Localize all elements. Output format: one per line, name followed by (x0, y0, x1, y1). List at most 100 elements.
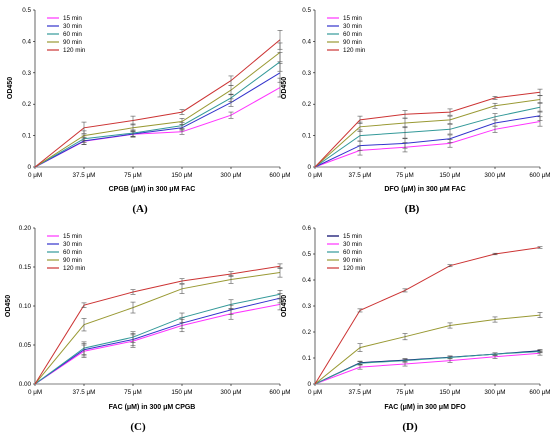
y-tick-label: 0.20 (19, 225, 32, 232)
x-tick-label: 150 μM (171, 172, 192, 179)
error-bar (81, 302, 87, 308)
legend-label: 15 min (343, 233, 362, 240)
y-tick-label: 0.15 (19, 264, 32, 271)
error-bar (179, 109, 185, 115)
x-tick-label: 300 μM (220, 172, 241, 179)
error-bar (179, 312, 185, 323)
legend-label: 60 min (343, 249, 362, 256)
error-bar (357, 343, 363, 352)
x-tick-label: 0 μM (28, 172, 42, 179)
y-tick-label: 0.1 (22, 133, 31, 140)
error-bar (228, 299, 234, 310)
error-bar (537, 312, 543, 319)
y-axis-title: OD450 (281, 77, 288, 99)
x-axis-title: DFO (μM) in 300 μM FAC (384, 186, 465, 193)
y-tick-label: 0.3 (302, 70, 311, 77)
x-tick-label: 600 μM (529, 172, 550, 179)
chart-panel-c: OD450 FAC (μM) in 300 μM CPGB (C) 0.00 0.… (5, 225, 291, 433)
legend-label: 15 min (63, 233, 82, 240)
error-bar (492, 252, 498, 256)
y-tick-label: 0.05 (19, 342, 32, 349)
error-bar (447, 115, 453, 124)
error-bar (130, 115, 136, 126)
y-tick-label: 0.10 (19, 303, 32, 310)
error-bar (179, 283, 185, 294)
series-line (314, 91, 541, 168)
error-bar (179, 278, 185, 284)
legend-label: 120 min (343, 47, 366, 54)
series-line (314, 352, 541, 385)
x-tick-label: 300 μM (484, 389, 505, 396)
error-bar (402, 288, 408, 293)
error-bar (537, 349, 543, 354)
legend-label: 60 min (343, 31, 362, 38)
x-tick-label: 600 μM (529, 389, 550, 396)
y-axis-title: OD450 (5, 295, 12, 317)
x-tick-label: 37.5 μM (349, 389, 372, 396)
error-bar (402, 138, 408, 149)
error-bar (447, 134, 453, 143)
x-tick-label: 0 μM (308, 389, 322, 396)
x-axis-title: FAC (μM) in 300 μM CPGB (109, 404, 196, 411)
chart-panel-a: OD450 CPGB (μM) in 300 μM FAC (A) 0 0.1 0.… (7, 7, 291, 215)
legend-label: 30 min (343, 23, 362, 30)
panel-label: (C) (130, 421, 146, 433)
error-bar (537, 246, 543, 249)
y-axis-title: OD450 (281, 295, 288, 317)
legend-label: 60 min (63, 31, 82, 38)
error-bar (81, 318, 87, 332)
series-line (34, 272, 281, 385)
series-line (34, 87, 281, 168)
legend-label: 120 min (343, 265, 366, 272)
error-bar (402, 110, 408, 119)
x-tick-label: 37.5 μM (73, 172, 96, 179)
series-line (34, 303, 281, 385)
series-line (314, 351, 541, 385)
legend-label: 90 min (63, 257, 82, 264)
y-tick-label: 0 (307, 164, 311, 171)
x-tick-label: 75 μM (396, 389, 414, 396)
legend-label: 120 min (63, 47, 86, 54)
series-line (34, 297, 281, 385)
error-bar (228, 271, 234, 277)
series-line (314, 99, 541, 168)
y-tick-label: 0.4 (302, 277, 311, 284)
series-line (314, 247, 541, 385)
error-bar (130, 331, 136, 343)
error-bar (130, 289, 136, 295)
series-line (34, 52, 281, 168)
error-bar (492, 352, 498, 356)
error-bar (447, 124, 453, 135)
legend-label: 90 min (343, 39, 362, 46)
x-tick-label: 150 μM (171, 389, 192, 396)
series-line (314, 121, 541, 168)
error-bar (402, 333, 408, 341)
error-bar (492, 113, 498, 121)
error-bar (357, 308, 363, 313)
panel-label: (D) (402, 421, 418, 433)
x-tick-label: 37.5 μM (349, 172, 372, 179)
legend-label: 15 min (63, 15, 82, 22)
y-tick-label: 0 (27, 164, 31, 171)
x-axis-title: FAC (μM) in 300 μM DFO (384, 404, 466, 411)
x-tick-label: 37.5 μM (73, 389, 96, 396)
series-line (34, 72, 281, 168)
series-line (34, 293, 281, 385)
x-tick-label: 75 μM (124, 172, 142, 179)
error-bar (402, 358, 408, 363)
error-bar (277, 30, 283, 50)
series-line (314, 106, 541, 168)
legend-label: 30 min (343, 241, 362, 248)
x-tick-label: 0 μM (308, 172, 322, 179)
y-tick-label: 0.3 (302, 303, 311, 310)
x-tick-label: 600 μM (269, 172, 290, 179)
x-axis-title: CPGB (μM) in 300 μM FAC (109, 186, 196, 193)
error-bar (447, 355, 453, 360)
error-bar (81, 341, 87, 355)
error-bar (277, 290, 283, 299)
y-tick-label: 0.6 (302, 225, 311, 232)
legend-label: 90 min (343, 257, 362, 264)
y-axis-title: OD450 (7, 77, 14, 99)
panel-label: (A) (132, 203, 148, 215)
x-tick-label: 150 μM (439, 389, 460, 396)
